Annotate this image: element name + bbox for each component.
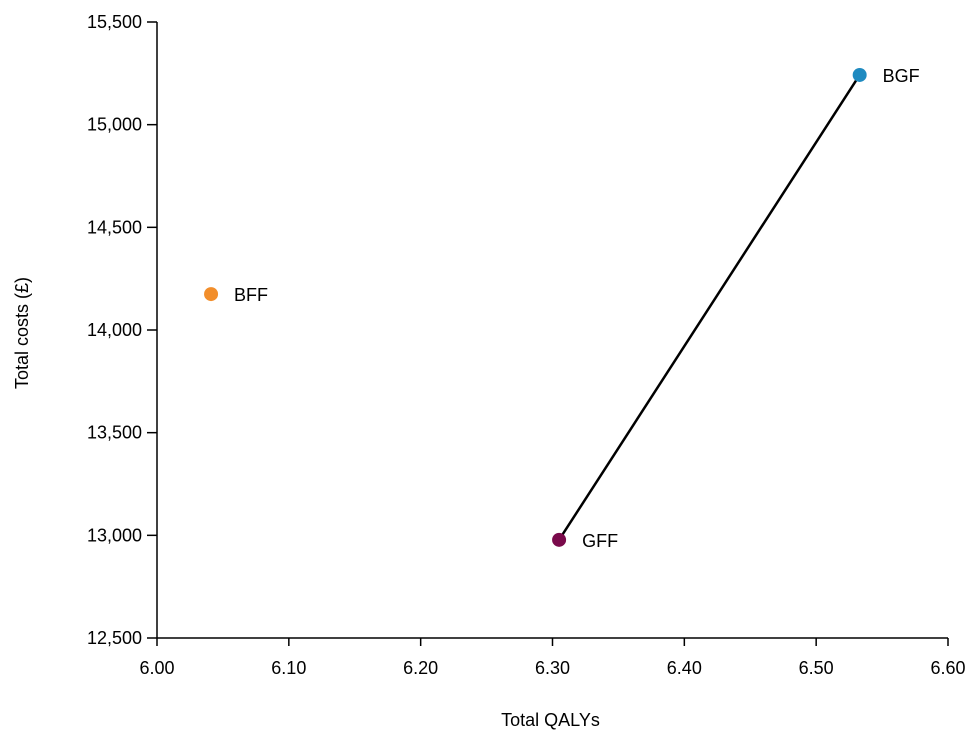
axes: 6.00 6.10 6.20 6.30 6.40 6.50 6.60 12,500 13,000… xyxy=(87,12,966,678)
y-tick-label: 12,500 xyxy=(87,628,142,648)
x-tick-label: 6.10 xyxy=(271,658,306,678)
data-point-bff xyxy=(204,287,219,302)
frontier-layer xyxy=(558,74,861,541)
data-point-label: BGF xyxy=(883,66,920,86)
y-tick-label: 15,500 xyxy=(87,12,142,32)
x-tick-label: 6.00 xyxy=(139,658,174,678)
data-point-bgf xyxy=(852,67,867,82)
x-tick-label: 6.60 xyxy=(930,658,965,678)
x-axis-title: Total QALYs xyxy=(501,710,600,730)
x-tick-label: 6.40 xyxy=(667,658,702,678)
y-tick-label: 13,500 xyxy=(87,423,142,443)
frontier-line xyxy=(558,74,861,541)
y-tick-label: 14,000 xyxy=(87,320,142,340)
x-tick-label: 6.30 xyxy=(535,658,570,678)
y-axis-title: Total costs (£) xyxy=(12,277,32,389)
x-tick-label: 6.50 xyxy=(799,658,834,678)
y-tick-label: 13,000 xyxy=(87,525,142,545)
points-layer: BFF GFF BGF xyxy=(204,66,920,551)
data-point-label: GFF xyxy=(582,531,618,551)
data-point-gff xyxy=(552,532,567,547)
data-point-label: BFF xyxy=(234,285,268,305)
x-tick-label: 6.20 xyxy=(403,658,438,678)
y-tick-label: 14,500 xyxy=(87,217,142,237)
y-tick-label: 15,000 xyxy=(87,115,142,135)
